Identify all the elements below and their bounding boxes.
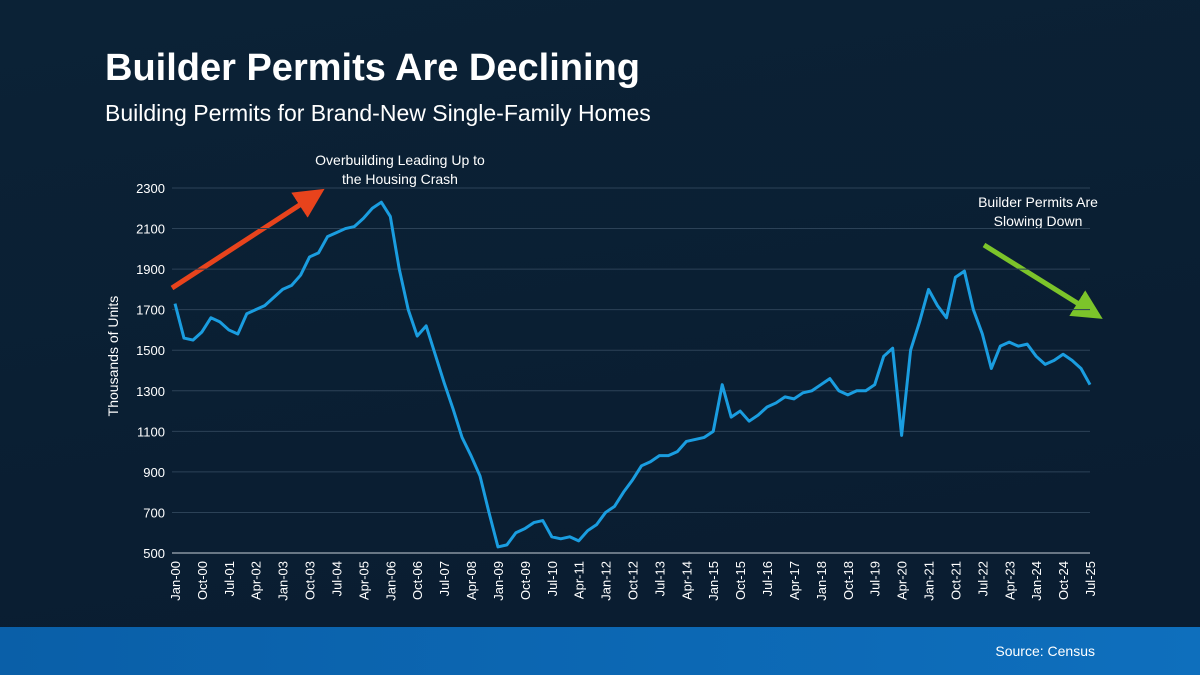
x-tick-label: Oct-06: [410, 561, 425, 600]
footer-band: [0, 627, 1200, 675]
x-tick-label: Apr-08: [464, 561, 479, 600]
x-tick-label: Jul-10: [545, 561, 560, 596]
x-tick-label: Jul-19: [868, 561, 883, 596]
annotation: Overbuilding Leading Up to: [315, 152, 485, 168]
x-tick-label: Oct-03: [303, 561, 318, 600]
chart-title: Builder Permits Are Declining: [105, 47, 640, 89]
annotation: Builder Permits Are: [978, 194, 1098, 210]
x-tick-label: Jul-13: [652, 561, 667, 596]
x-tick-label: Apr-02: [249, 561, 264, 600]
source: Source: Census: [995, 643, 1095, 659]
x-tick-label: Oct-00: [195, 561, 210, 600]
x-tick-label: Jan-21: [922, 561, 937, 601]
x-tick-label: Apr-14: [679, 561, 694, 600]
chart-subtitle: Building Permits for Brand-New Single-Fa…: [105, 100, 651, 126]
x-tick-label: Jul-16: [760, 561, 775, 596]
x-tick-label: Jan-24: [1029, 561, 1044, 601]
x-tick-label: Jul-07: [437, 561, 452, 596]
y-tick-label: 1900: [136, 262, 165, 277]
y-tick-label: 900: [143, 465, 165, 480]
x-tick-label: Jul-22: [975, 561, 990, 596]
arrow: [170, 188, 325, 291]
x-tick-label: Jan-06: [383, 561, 398, 601]
x-tick-label: Jan-15: [706, 561, 721, 601]
y-tick-label: 700: [143, 505, 165, 520]
data-line: [173, 200, 1092, 549]
annotation: Slowing Down: [994, 213, 1083, 229]
x-tick-label: Jan-03: [276, 561, 291, 601]
x-tick-label: Apr-05: [356, 561, 371, 600]
background: [0, 0, 1200, 627]
x-tick-label: Jan-09: [491, 561, 506, 601]
y-tick-label: 500: [143, 546, 165, 561]
y-tick-label: 2100: [136, 222, 165, 237]
y-tick-label: 2300: [136, 181, 165, 196]
y-tick-label: 1100: [137, 424, 165, 439]
y-tick-label: 1300: [136, 384, 165, 399]
x-tick-label: Oct-18: [841, 561, 856, 600]
x-tick-label: Jul-01: [222, 561, 237, 596]
arrow: [982, 242, 1103, 319]
x-tick-label: Oct-21: [948, 561, 963, 600]
x-tick-label: Jan-00: [168, 561, 183, 601]
x-tick-label: Jan-18: [814, 561, 829, 601]
x-tick-label: Oct-24: [1056, 561, 1071, 600]
x-tick-label: Oct-09: [518, 561, 533, 600]
x-tick-label: Apr-17: [787, 561, 802, 600]
y-tick-label: 1500: [136, 343, 165, 358]
x-tick-label: Apr-23: [1002, 561, 1017, 600]
x-tick-label: Jul-25: [1083, 561, 1098, 596]
x-tick-label: Jan-12: [599, 561, 614, 601]
x-tick-label: Apr-11: [572, 561, 587, 599]
y-axis-label: Thousands of Units: [105, 296, 121, 417]
x-tick-label: Oct-15: [733, 561, 748, 600]
x-tick-label: Jul-04: [329, 561, 344, 596]
x-tick-label: Oct-12: [626, 561, 641, 600]
annotation: the Housing Crash: [342, 171, 458, 187]
x-tick-label: Apr-20: [895, 561, 910, 600]
y-tick-label: 1700: [136, 303, 165, 318]
